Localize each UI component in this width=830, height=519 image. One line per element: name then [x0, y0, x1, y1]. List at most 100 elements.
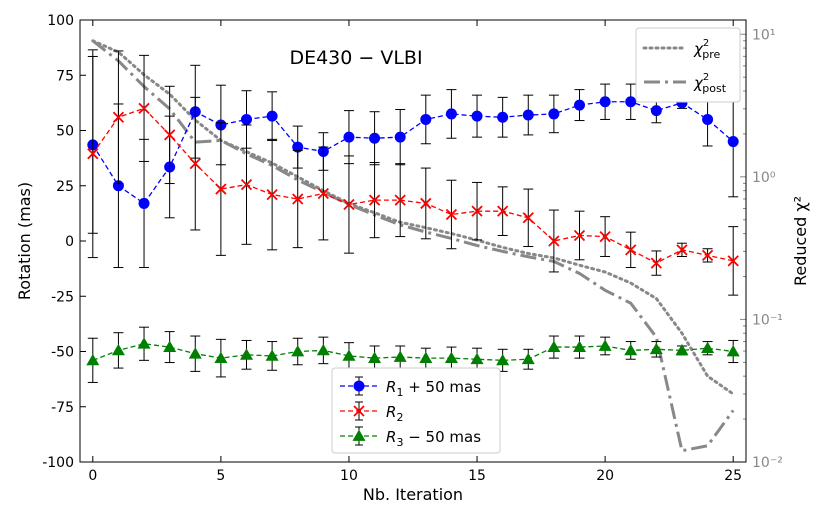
y2-tick-label: 10⁰	[752, 170, 776, 186]
data-point-stroke	[548, 235, 560, 247]
legend-label: R3 − 50 mas	[386, 428, 481, 449]
data-point-stroke	[471, 205, 483, 217]
data-point	[420, 113, 432, 125]
data-point	[650, 105, 662, 117]
x-tick-label: 10	[340, 468, 358, 484]
x-axis-label: Nb. Iteration	[363, 485, 463, 504]
data-point	[470, 352, 484, 365]
chi2_pre-line	[91, 39, 735, 396]
data-point	[650, 257, 662, 269]
x-tick-label: 5	[216, 468, 225, 484]
data-point-stroke	[138, 102, 150, 115]
data-point-stroke	[164, 129, 176, 141]
data-point-stroke	[87, 148, 99, 160]
data-point	[573, 340, 586, 352]
data-point-stroke	[573, 229, 586, 242]
data-point	[420, 197, 432, 210]
data-point	[496, 353, 510, 366]
data-point	[353, 380, 365, 392]
data-point	[726, 345, 740, 357]
data-point	[471, 110, 483, 122]
data-point-stroke	[394, 194, 406, 206]
y-tick-label: 100	[47, 13, 74, 29]
data-point-stroke	[676, 244, 688, 256]
y-tick-label: -100	[42, 455, 74, 471]
data-point-stroke	[353, 405, 365, 417]
data-point	[86, 353, 100, 366]
data-point-stroke	[625, 244, 637, 256]
data-point	[445, 108, 457, 120]
data-point-stroke	[701, 249, 714, 262]
y-tick-label: -25	[51, 289, 74, 305]
data-point	[676, 244, 688, 256]
data-point	[112, 111, 125, 123]
data-point	[316, 343, 330, 356]
data-point	[574, 99, 585, 111]
data-point-stroke	[112, 111, 125, 123]
y-tick-label: 75	[56, 68, 74, 84]
legend-label: R2	[386, 403, 403, 424]
data-point	[727, 255, 739, 267]
data-point	[317, 187, 329, 200]
data-point	[625, 244, 637, 256]
series-2	[87, 49, 739, 296]
data-point	[649, 342, 663, 355]
data-point	[138, 197, 150, 209]
data-point-stroke	[266, 188, 278, 201]
data-point	[445, 208, 458, 221]
data-point	[599, 96, 611, 108]
data-point	[87, 148, 99, 160]
legend-label: R1 + 50 mas	[386, 378, 481, 399]
plot-frame	[79, 19, 747, 463]
data-point	[292, 193, 304, 205]
chart-title: DE430 − VLBI	[289, 47, 422, 69]
data-point	[624, 343, 638, 356]
data-point	[343, 131, 355, 143]
data-point	[369, 132, 381, 144]
data-point	[599, 230, 611, 243]
data-point	[444, 351, 458, 364]
x-tick-label: 15	[468, 468, 486, 484]
chi2-legend: χ2 pre χ2 post	[635, 27, 741, 103]
series-line	[92, 101, 734, 205]
data-point	[521, 352, 535, 365]
x-tick-label: 25	[724, 468, 742, 484]
chi2-legend-label: χ2 post	[693, 72, 727, 95]
data-point	[368, 194, 381, 206]
x-tick-label: 20	[596, 468, 614, 484]
data-point	[598, 339, 612, 351]
rotation-series	[86, 49, 740, 383]
y-tick-label: -75	[51, 400, 74, 416]
data-point-stroke	[445, 208, 458, 221]
data-point	[547, 340, 561, 352]
data-point-stroke	[522, 212, 534, 224]
data-point	[497, 111, 509, 123]
data-point	[393, 350, 407, 362]
data-point-stroke	[727, 255, 739, 267]
data-point-stroke	[189, 158, 201, 170]
data-point	[342, 349, 356, 361]
data-point	[394, 131, 406, 143]
data-point-stroke	[292, 193, 304, 205]
legend-item-2: R2	[340, 401, 403, 424]
data-point	[164, 129, 176, 141]
data-point	[353, 405, 365, 417]
data-point	[266, 188, 278, 201]
data-point	[241, 113, 252, 125]
chi2-legend-item-1: χ2 pre	[642, 38, 721, 61]
legend-item-3: R3 − 50 mas	[340, 426, 481, 449]
data-point	[368, 351, 382, 364]
data-point-stroke	[215, 183, 227, 195]
data-point	[471, 205, 483, 217]
chi2-lines	[91, 39, 735, 453]
data-point	[419, 351, 433, 364]
y2-tick-label: 10⁻²	[752, 455, 783, 471]
data-point	[727, 136, 739, 148]
tick-labels: 0 5 10 15 20 25 -100 -75 -50 -25 0 25 50 75 100 10⁻² 10⁻…	[42, 13, 783, 484]
chi2-legend-label: χ2 pre	[693, 38, 721, 61]
data-point	[265, 349, 279, 361]
series-3	[86, 326, 740, 383]
data-point	[573, 229, 586, 242]
x-tick-label: 0	[88, 468, 97, 484]
legend-item-1: R1 + 50 mas	[340, 376, 481, 399]
